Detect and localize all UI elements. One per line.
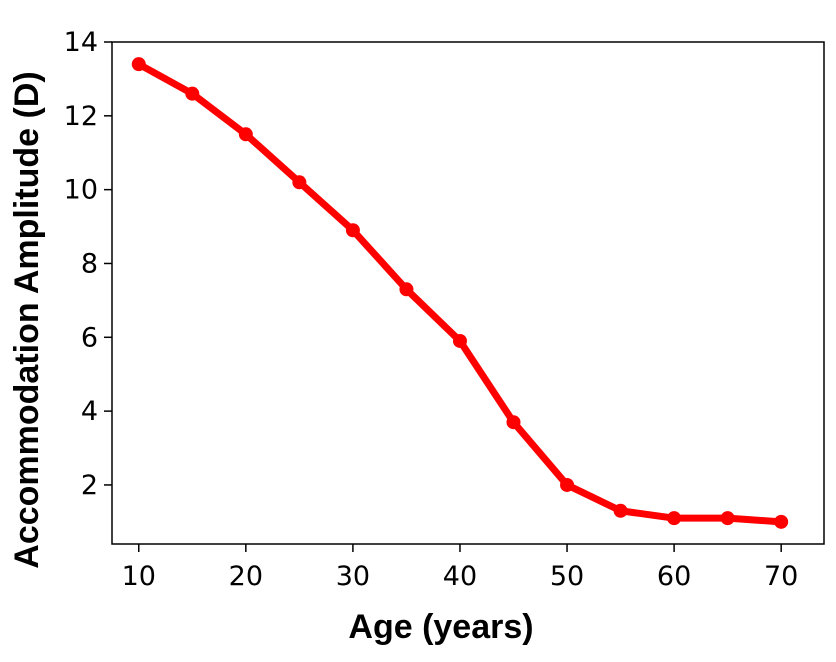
x-axis-title: Age (years) bbox=[348, 608, 533, 646]
y-tick-label: 8 bbox=[81, 248, 98, 279]
x-tick-label: 70 bbox=[764, 561, 798, 592]
data-point bbox=[238, 127, 253, 142]
data-point bbox=[345, 223, 360, 238]
data-point bbox=[667, 511, 682, 526]
x-tick-label: 30 bbox=[336, 561, 370, 592]
data-point bbox=[560, 477, 575, 492]
data-point bbox=[292, 175, 307, 190]
x-tick-label: 20 bbox=[229, 561, 263, 592]
data-points bbox=[131, 57, 789, 529]
y-tick-label: 12 bbox=[64, 101, 98, 132]
x-tick-label: 50 bbox=[550, 561, 584, 592]
y-axis-title: Accommodation Amplitude (D) bbox=[8, 71, 46, 568]
x-tick-label: 40 bbox=[443, 561, 477, 592]
y-axis-ticks: 2 4 6 8 10 12 14 bbox=[64, 27, 112, 501]
y-tick-label: 4 bbox=[81, 396, 98, 427]
x-tick-label: 10 bbox=[122, 561, 156, 592]
data-point bbox=[452, 333, 467, 348]
data-point bbox=[720, 511, 735, 526]
y-tick-label: 6 bbox=[81, 322, 98, 353]
data-point bbox=[131, 57, 146, 72]
plot-frame bbox=[111, 41, 825, 545]
data-point bbox=[774, 514, 789, 529]
data-point bbox=[613, 503, 628, 518]
data-point bbox=[185, 86, 200, 101]
y-tick-label: 14 bbox=[64, 27, 98, 58]
data-point bbox=[399, 282, 414, 297]
y-tick-label: 2 bbox=[81, 470, 98, 501]
y-tick-label: 10 bbox=[64, 175, 98, 206]
x-tick-label: 60 bbox=[657, 561, 691, 592]
x-axis-ticks: 10 20 30 40 50 60 70 bbox=[122, 544, 798, 592]
data-point bbox=[506, 415, 521, 430]
